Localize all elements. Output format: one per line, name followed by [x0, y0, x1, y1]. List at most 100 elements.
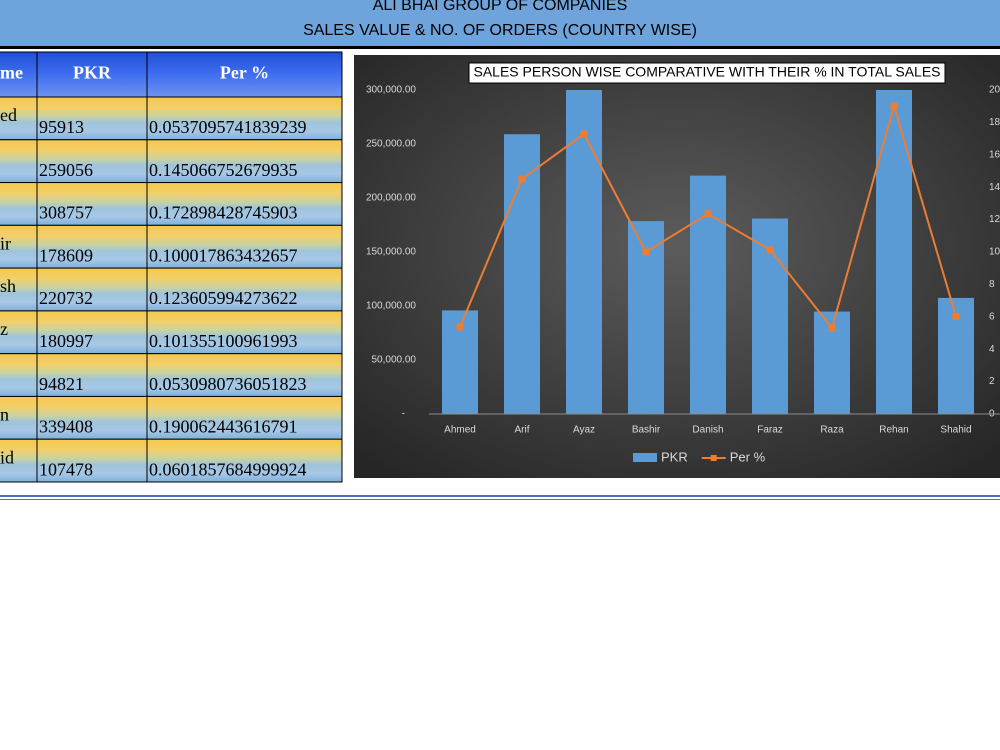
line-marker — [518, 175, 526, 183]
line-marker — [828, 324, 836, 332]
footer-rule — [0, 495, 1000, 497]
cell — [0, 182, 38, 226]
legend-label: PKR — [661, 449, 688, 464]
y2-tick-label: 2 — [989, 376, 995, 387]
chart-title-box — [468, 62, 946, 84]
cell-text: 308757 — [39, 203, 93, 223]
x-tick-label: Rehan — [879, 425, 908, 436]
bar — [876, 90, 912, 414]
cell — [36, 310, 148, 355]
cell-text: 180997 — [39, 331, 93, 351]
y2-tick-label: 20 — [989, 85, 1000, 96]
cell-text: 220732 — [39, 288, 93, 308]
cell-text: 0.123605994273622 — [149, 288, 298, 308]
cell — [0, 96, 38, 141]
cell — [0, 353, 38, 397]
column-header: me — [0, 63, 23, 83]
x-tick-label: Faraz — [757, 425, 783, 436]
column-header: Per % — [220, 63, 269, 83]
x-tick-label: Raza — [820, 425, 844, 436]
y2-tick-label: 14 — [989, 182, 1000, 193]
y2-tick-label: 6 — [989, 311, 995, 322]
cell-text: 0.145066752679935 — [149, 160, 298, 180]
header-rule — [0, 46, 1000, 49]
line-marker — [456, 323, 464, 331]
legend-swatch — [633, 453, 657, 462]
plot — [442, 90, 974, 414]
cell — [146, 182, 343, 226]
cell — [36, 139, 148, 184]
cell-text: 0.190062443616791 — [149, 417, 298, 437]
cell-text: 0.0530980736051823 — [149, 374, 307, 394]
cell-text: 107478 — [39, 459, 93, 479]
legend-swatch — [710, 455, 717, 461]
y-tick-label: - — [402, 409, 405, 420]
cell-text: sh — [0, 276, 16, 296]
cell-text: 178609 — [39, 245, 93, 265]
y2-tick-label: 12 — [989, 214, 1000, 225]
legend-label: Per % — [730, 449, 766, 464]
cell — [0, 310, 38, 355]
cell-text: 94821 — [39, 374, 84, 394]
line-marker — [580, 130, 588, 138]
cell-text: 0.100017863432657 — [149, 245, 298, 265]
y-tick-label: 250,000.00 — [366, 139, 416, 150]
y2-tick-label: 4 — [989, 344, 995, 355]
cell — [146, 267, 343, 312]
cell — [36, 353, 148, 397]
cell — [146, 139, 343, 184]
cell — [146, 438, 343, 483]
bar — [566, 90, 602, 414]
cell-text: z — [0, 319, 8, 339]
y2-tick-label: 10 — [989, 247, 1000, 258]
cell-text: id — [0, 447, 14, 467]
header-title: ALI BHAI GROUP OF COMPANIES — [373, 0, 628, 14]
x-tick-label: Ayaz — [573, 425, 595, 436]
x-tick-label: Arif — [515, 425, 530, 436]
table: me PKR Per % ed 95913 0.0537095741839239 25905… — [0, 51, 343, 483]
line-marker — [704, 210, 712, 218]
y2-tick-label: 16 — [989, 149, 1000, 160]
cell — [0, 139, 38, 184]
cell-text: ir — [0, 233, 11, 253]
y-tick-label: 150,000.00 — [366, 247, 416, 258]
line-marker — [642, 248, 650, 256]
header-cell — [0, 51, 38, 98]
cell — [146, 353, 343, 397]
column-header: PKR — [73, 63, 112, 83]
line-marker — [766, 246, 774, 254]
y-tick-label: 200,000.00 — [366, 193, 416, 204]
chart-title: SALES PERSON WISE COMPARATIVE WITH THEIR… — [473, 64, 940, 80]
cell — [0, 267, 38, 312]
header-subtitle: SALES VALUE & NO. OF ORDERS (COUNTRY WIS… — [303, 22, 697, 39]
cell — [146, 96, 343, 141]
footer-rule — [0, 499, 1000, 500]
header-cell — [146, 51, 343, 98]
x-tick-label: Shahid — [940, 425, 971, 436]
cell — [146, 395, 343, 440]
line-marker — [890, 102, 898, 110]
line-marker — [952, 312, 960, 320]
cell-text: 259056 — [39, 160, 93, 180]
x-tick-label: Ahmed — [444, 425, 476, 436]
cell — [36, 267, 148, 312]
x-tick-label: Danish — [692, 425, 723, 436]
y2-tick-label: 8 — [989, 279, 995, 290]
cell — [36, 438, 148, 483]
cell — [146, 224, 343, 269]
cell-text: ed — [0, 105, 17, 125]
cell — [36, 182, 148, 226]
cell-text: 0.172898428745903 — [149, 203, 298, 223]
y-tick-label: 100,000.00 — [366, 301, 416, 312]
chart: - 50,000.00 100,000.00 150,000.00 200,000.00… — [366, 85, 1000, 464]
cell-text: n — [0, 405, 9, 425]
cell-text: 0.0537095741839239 — [149, 117, 307, 137]
cell-text: 95913 — [39, 117, 84, 137]
cell-text: 0.101355100961993 — [149, 331, 298, 351]
y2-tick-label: 18 — [989, 117, 1000, 128]
x-tick-label: Bashir — [632, 425, 661, 436]
cell-text: 0.0601857684999924 — [149, 459, 307, 479]
y-tick-label: 300,000.00 — [366, 85, 416, 96]
cell-text: 339408 — [39, 417, 93, 437]
